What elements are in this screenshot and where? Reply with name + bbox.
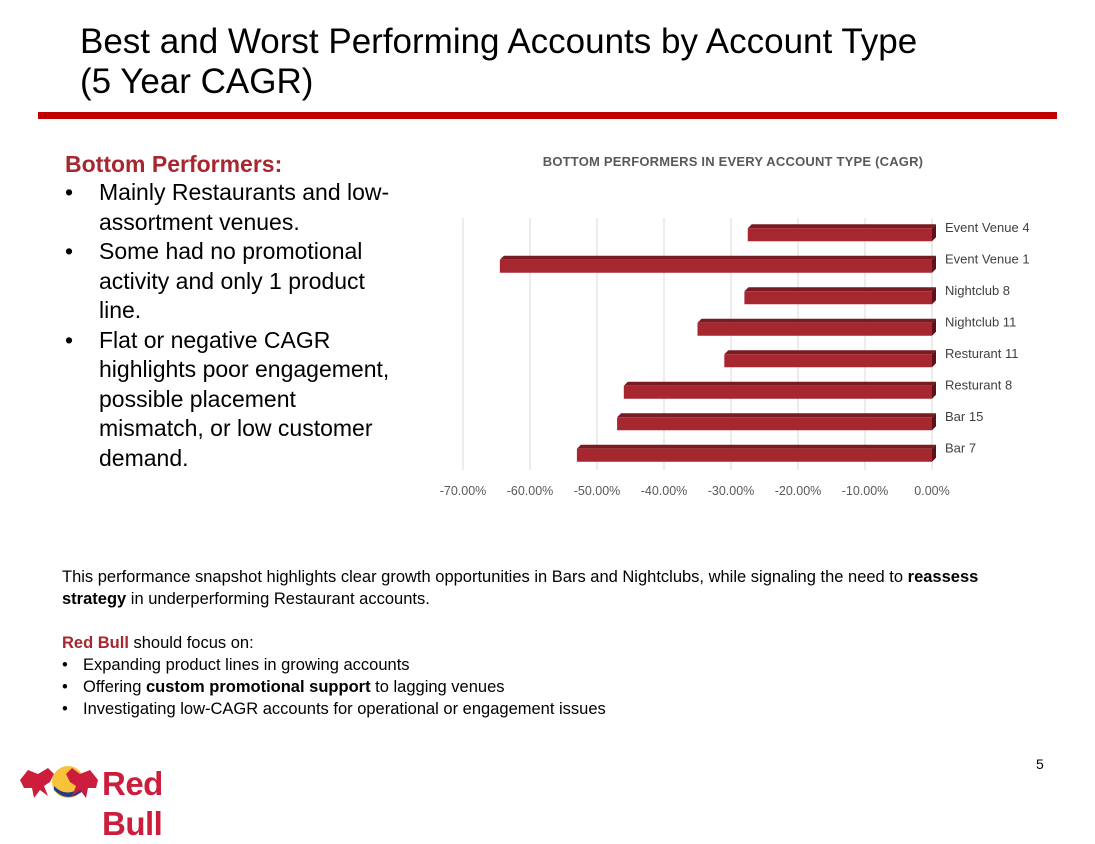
- category-label: Resturant 8: [945, 377, 1012, 392]
- slide-title-line-2: (5 Year CAGR): [80, 62, 314, 101]
- slide-title-line-1: Best and Worst Performing Accounts by Ac…: [80, 22, 918, 61]
- bar: [747, 228, 932, 242]
- bar-side-face: [932, 350, 936, 368]
- list-item: Some had no promotional activity and onl…: [65, 237, 395, 326]
- bar-top-face: [697, 318, 936, 323]
- bottom-performers-list: Mainly Restaurants and low-assortment ve…: [65, 178, 395, 473]
- bar: [623, 385, 932, 399]
- focus-intro: Red Bull should focus on:: [62, 632, 1042, 654]
- category-label: Nightclub 8: [945, 283, 1010, 298]
- x-tick-label: -30.00%: [708, 484, 755, 498]
- x-tick-label: -10.00%: [842, 484, 889, 498]
- bar: [697, 322, 932, 336]
- bar-top-face: [724, 350, 936, 355]
- bar: [617, 417, 932, 431]
- bar-side-face: [932, 255, 936, 273]
- bar-top-face: [744, 287, 936, 292]
- list-item: Mainly Restaurants and low-assortment ve…: [65, 178, 395, 237]
- bar-side-face: [932, 444, 936, 462]
- focus-item-text: Expanding product lines in growing accou…: [83, 656, 410, 674]
- bar-top-face: [747, 224, 936, 229]
- category-label: Event Venue 4: [945, 220, 1030, 235]
- category-label: Nightclub 11: [945, 314, 1016, 329]
- red-bull-wordmark: Red Bull: [102, 765, 163, 842]
- focus-brand: Red Bull: [62, 634, 129, 652]
- focus-item-emphasis: custom promotional support: [145, 678, 371, 696]
- bar-top-face: [623, 381, 936, 386]
- x-tick-label: -70.00%: [440, 484, 487, 498]
- bottom-performers-heading: Bottom Performers:: [65, 151, 283, 177]
- x-tick-label: -50.00%: [574, 484, 621, 498]
- bar-side-face: [932, 381, 936, 399]
- bottom-performers-chart: BOTTOM PERFORMERS IN EVERY ACCOUNT TYPE …: [420, 148, 1060, 508]
- x-tick-label: -20.00%: [775, 484, 822, 498]
- summary-paragraph: This performance snapshot highlights cle…: [62, 566, 1042, 610]
- bar-side-face: [932, 318, 936, 336]
- list-item: Flat or negative CAGR highlights poor en…: [65, 326, 395, 474]
- summary-text-end: in underperforming Restaurant accounts.: [126, 590, 430, 608]
- category-label: Event Venue 1: [945, 251, 1030, 266]
- bar: [576, 448, 932, 462]
- summary-section: This performance snapshot highlights cle…: [62, 566, 1042, 720]
- list-item: Investigating low-CAGR accounts for oper…: [62, 698, 1042, 720]
- bar: [744, 291, 932, 305]
- category-label: Resturant 11: [945, 346, 1018, 361]
- category-label: Bar 7: [945, 440, 976, 455]
- summary-text-emphasis: reassess strategy: [62, 568, 979, 608]
- chart-title: BOTTOM PERFORMERS IN EVERY ACCOUNT TYPE …: [542, 154, 924, 169]
- title-divider: [38, 112, 1057, 119]
- x-tick-label: 0.00%: [914, 484, 949, 498]
- page-number: 5: [1036, 756, 1044, 772]
- bottom-performers-panel: Bottom Performers: Mainly Restaurants an…: [65, 150, 395, 473]
- focus-item-text: Investigating low-CAGR accounts for oper…: [83, 700, 606, 718]
- list-item: Expanding product lines in growing accou…: [62, 654, 1042, 676]
- focus-intro-text: should focus on:: [128, 634, 254, 652]
- bar-top-face: [617, 413, 936, 418]
- bar: [499, 259, 932, 273]
- red-bull-logo-icon: [20, 766, 98, 798]
- x-tick-label: -60.00%: [507, 484, 554, 498]
- bar-side-face: [932, 287, 936, 305]
- category-label: Bar 15: [945, 409, 983, 424]
- x-tick-label: -40.00%: [641, 484, 688, 498]
- bar-side-face: [932, 413, 936, 431]
- red-bull-logo: Red Bull: [18, 760, 228, 842]
- bar-top-face: [499, 255, 936, 260]
- summary-text-start: This performance snapshot highlights cle…: [62, 568, 908, 586]
- focus-item-text-start: Offering: [83, 678, 146, 696]
- list-item: Offering custom promotional support to l…: [62, 676, 1042, 698]
- bar-chart: -70.00% -60.00% -50.00% -40.00% -30.00% -20.0…: [440, 218, 1030, 498]
- bar-top-face: [576, 444, 936, 449]
- bar: [724, 354, 932, 368]
- bar-side-face: [932, 224, 936, 242]
- slide-title: Best and Worst Performing Accounts by Ac…: [80, 22, 1040, 102]
- focus-item-text-end: to lagging venues: [370, 678, 505, 696]
- spacer: [62, 610, 1042, 632]
- focus-list: Expanding product lines in growing accou…: [62, 654, 1042, 720]
